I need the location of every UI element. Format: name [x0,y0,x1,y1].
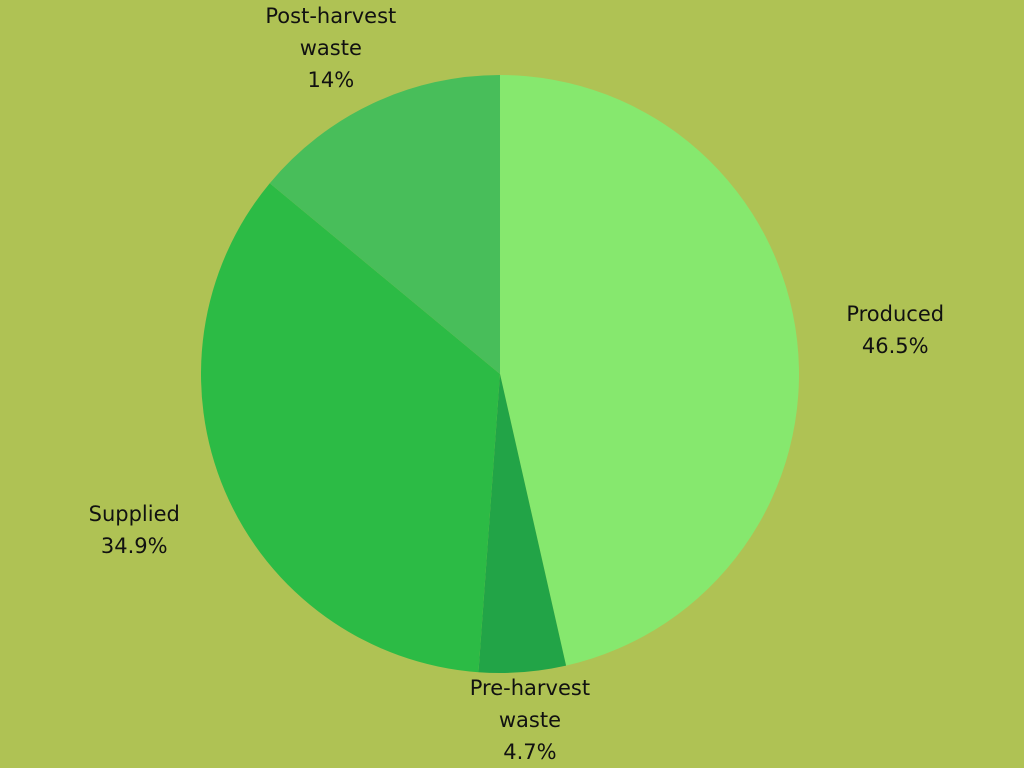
slice-label: Produced 46.5% [815,298,975,362]
category-label: Supplied [88,502,180,527]
pie-slice [269,75,500,374]
pie-slice [500,75,799,666]
slice-label: Supplied 34.9% [54,498,214,562]
pie-slice [478,374,567,673]
value-label: 14% [307,68,355,92]
category-label: Post-harvest waste [265,4,397,60]
value-label: 46.5% [861,333,929,358]
pie-slice [201,183,501,673]
category-label: Produced [846,301,945,326]
slice-label: Post-harvest waste 14% [251,0,411,96]
value-label: 4.7% [503,740,557,764]
category-label: Pre-harvest waste [469,676,591,732]
value-label: 34.9% [100,534,168,559]
slice-label: Pre-harvest waste 4.7% [450,672,610,768]
